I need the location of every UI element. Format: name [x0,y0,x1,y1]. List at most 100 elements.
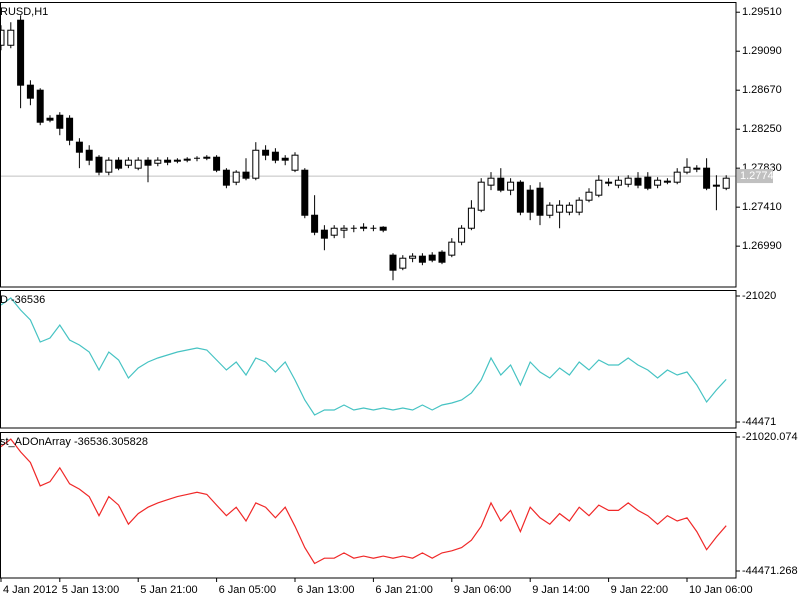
candle-body [144,159,152,166]
pane-border [0,432,737,579]
candle-body [595,179,603,196]
candle-body [154,159,162,164]
pane [0,438,727,565]
pane-title: D -36536 [0,294,45,306]
y-tick-label: 1.27410 [742,201,782,213]
y-tick-label: 1.26990 [742,240,782,252]
candle-body [46,117,54,121]
x-tick-label: 6 Jan 21:00 [375,584,433,596]
candle-body [95,156,103,173]
y-tick-label: -44471.268 [742,565,798,577]
candle-body [320,229,328,239]
candle-body [654,179,662,186]
x-tick-label: 6 Jan 13:00 [297,584,355,596]
pane-title: st_ADOnArray -36536.305828 [0,436,148,448]
candle-body [722,177,730,189]
y-tick-label: 1.28250 [742,123,782,135]
candle-body [399,257,407,269]
candle-body [36,89,44,123]
x-tick-label: 9 Jan 22:00 [611,584,669,596]
candle-body [105,159,113,173]
candle-body [409,255,417,259]
candle-body [75,141,83,153]
candle-body [536,187,544,216]
candle-body [379,226,387,231]
candle-body [252,149,260,179]
bid-label: 1.27745 [740,170,780,182]
candle-body [183,158,191,161]
candle-body [340,227,348,231]
candle-body [222,169,230,186]
candle-body [526,189,534,213]
candle-body [703,167,711,189]
candle-body [507,181,515,191]
candle-body [271,151,279,161]
x-tick-label: 9 Jan 06:00 [454,584,512,596]
candle-body [173,159,181,162]
candle-body [516,181,524,213]
y-tick-label: -44471 [742,416,776,428]
candle-body [301,169,309,216]
y-tick-label: 1.29090 [742,45,782,57]
candle-body [203,156,211,159]
pane-title: RUSD,H1 [0,6,48,18]
candle-body [458,227,466,243]
candle-body [497,177,505,191]
x-tick-label: 4 Jan 2012 [3,584,57,596]
candle-body [683,166,691,173]
candle-body [242,171,250,179]
candle-body [693,167,701,170]
x-tick-label: 6 Jan 05:00 [219,584,277,596]
candle-body [477,181,485,211]
candle-body [614,179,622,186]
candle-body [418,255,426,263]
candle-body [164,159,172,163]
x-tick-label: 5 Jan 13:00 [62,584,120,596]
candle-body [565,204,573,213]
y-tick-label: -21020.074 [742,431,798,443]
indicator-line [0,438,727,565]
y-tick-label: -21020 [742,290,776,302]
candle-body [291,154,299,171]
pane-border [0,2,737,288]
candle-body [134,159,142,169]
x-tick-label: 9 Jan 14:00 [532,584,590,596]
candle-body [585,191,593,201]
candle-body [448,241,456,256]
candle-body [644,176,652,189]
candle-body [663,180,671,183]
candle-body [85,149,93,161]
candle-body [634,177,642,186]
candle-body [26,84,34,99]
pane-border [0,290,737,429]
indicator-line [0,297,727,416]
candle-body [7,29,15,46]
candle-body [115,159,123,169]
candle-body [556,204,564,213]
x-tick-label: 10 Jan 06:00 [689,584,753,596]
candle-body [311,214,319,233]
candle-body [712,184,720,187]
candle-body [330,227,338,236]
candle-body [467,207,475,229]
candle-body [575,199,583,213]
candle-body [360,226,368,229]
x-tick-label: 5 Jan 21:00 [140,584,198,596]
candle-body [232,171,240,183]
candle-body [428,254,436,261]
candle-body [546,204,554,216]
candle-body [605,181,613,184]
candle-body [673,171,681,183]
candle-body [262,149,270,156]
y-tick-label: 1.28670 [742,84,782,96]
candle-body [624,177,632,185]
candle-body [281,157,289,161]
pane [0,297,727,416]
candle-body [438,251,446,263]
bid-label-box [737,169,773,184]
candle-body [66,117,74,141]
candle-body [487,177,495,186]
candle-body [56,114,64,129]
